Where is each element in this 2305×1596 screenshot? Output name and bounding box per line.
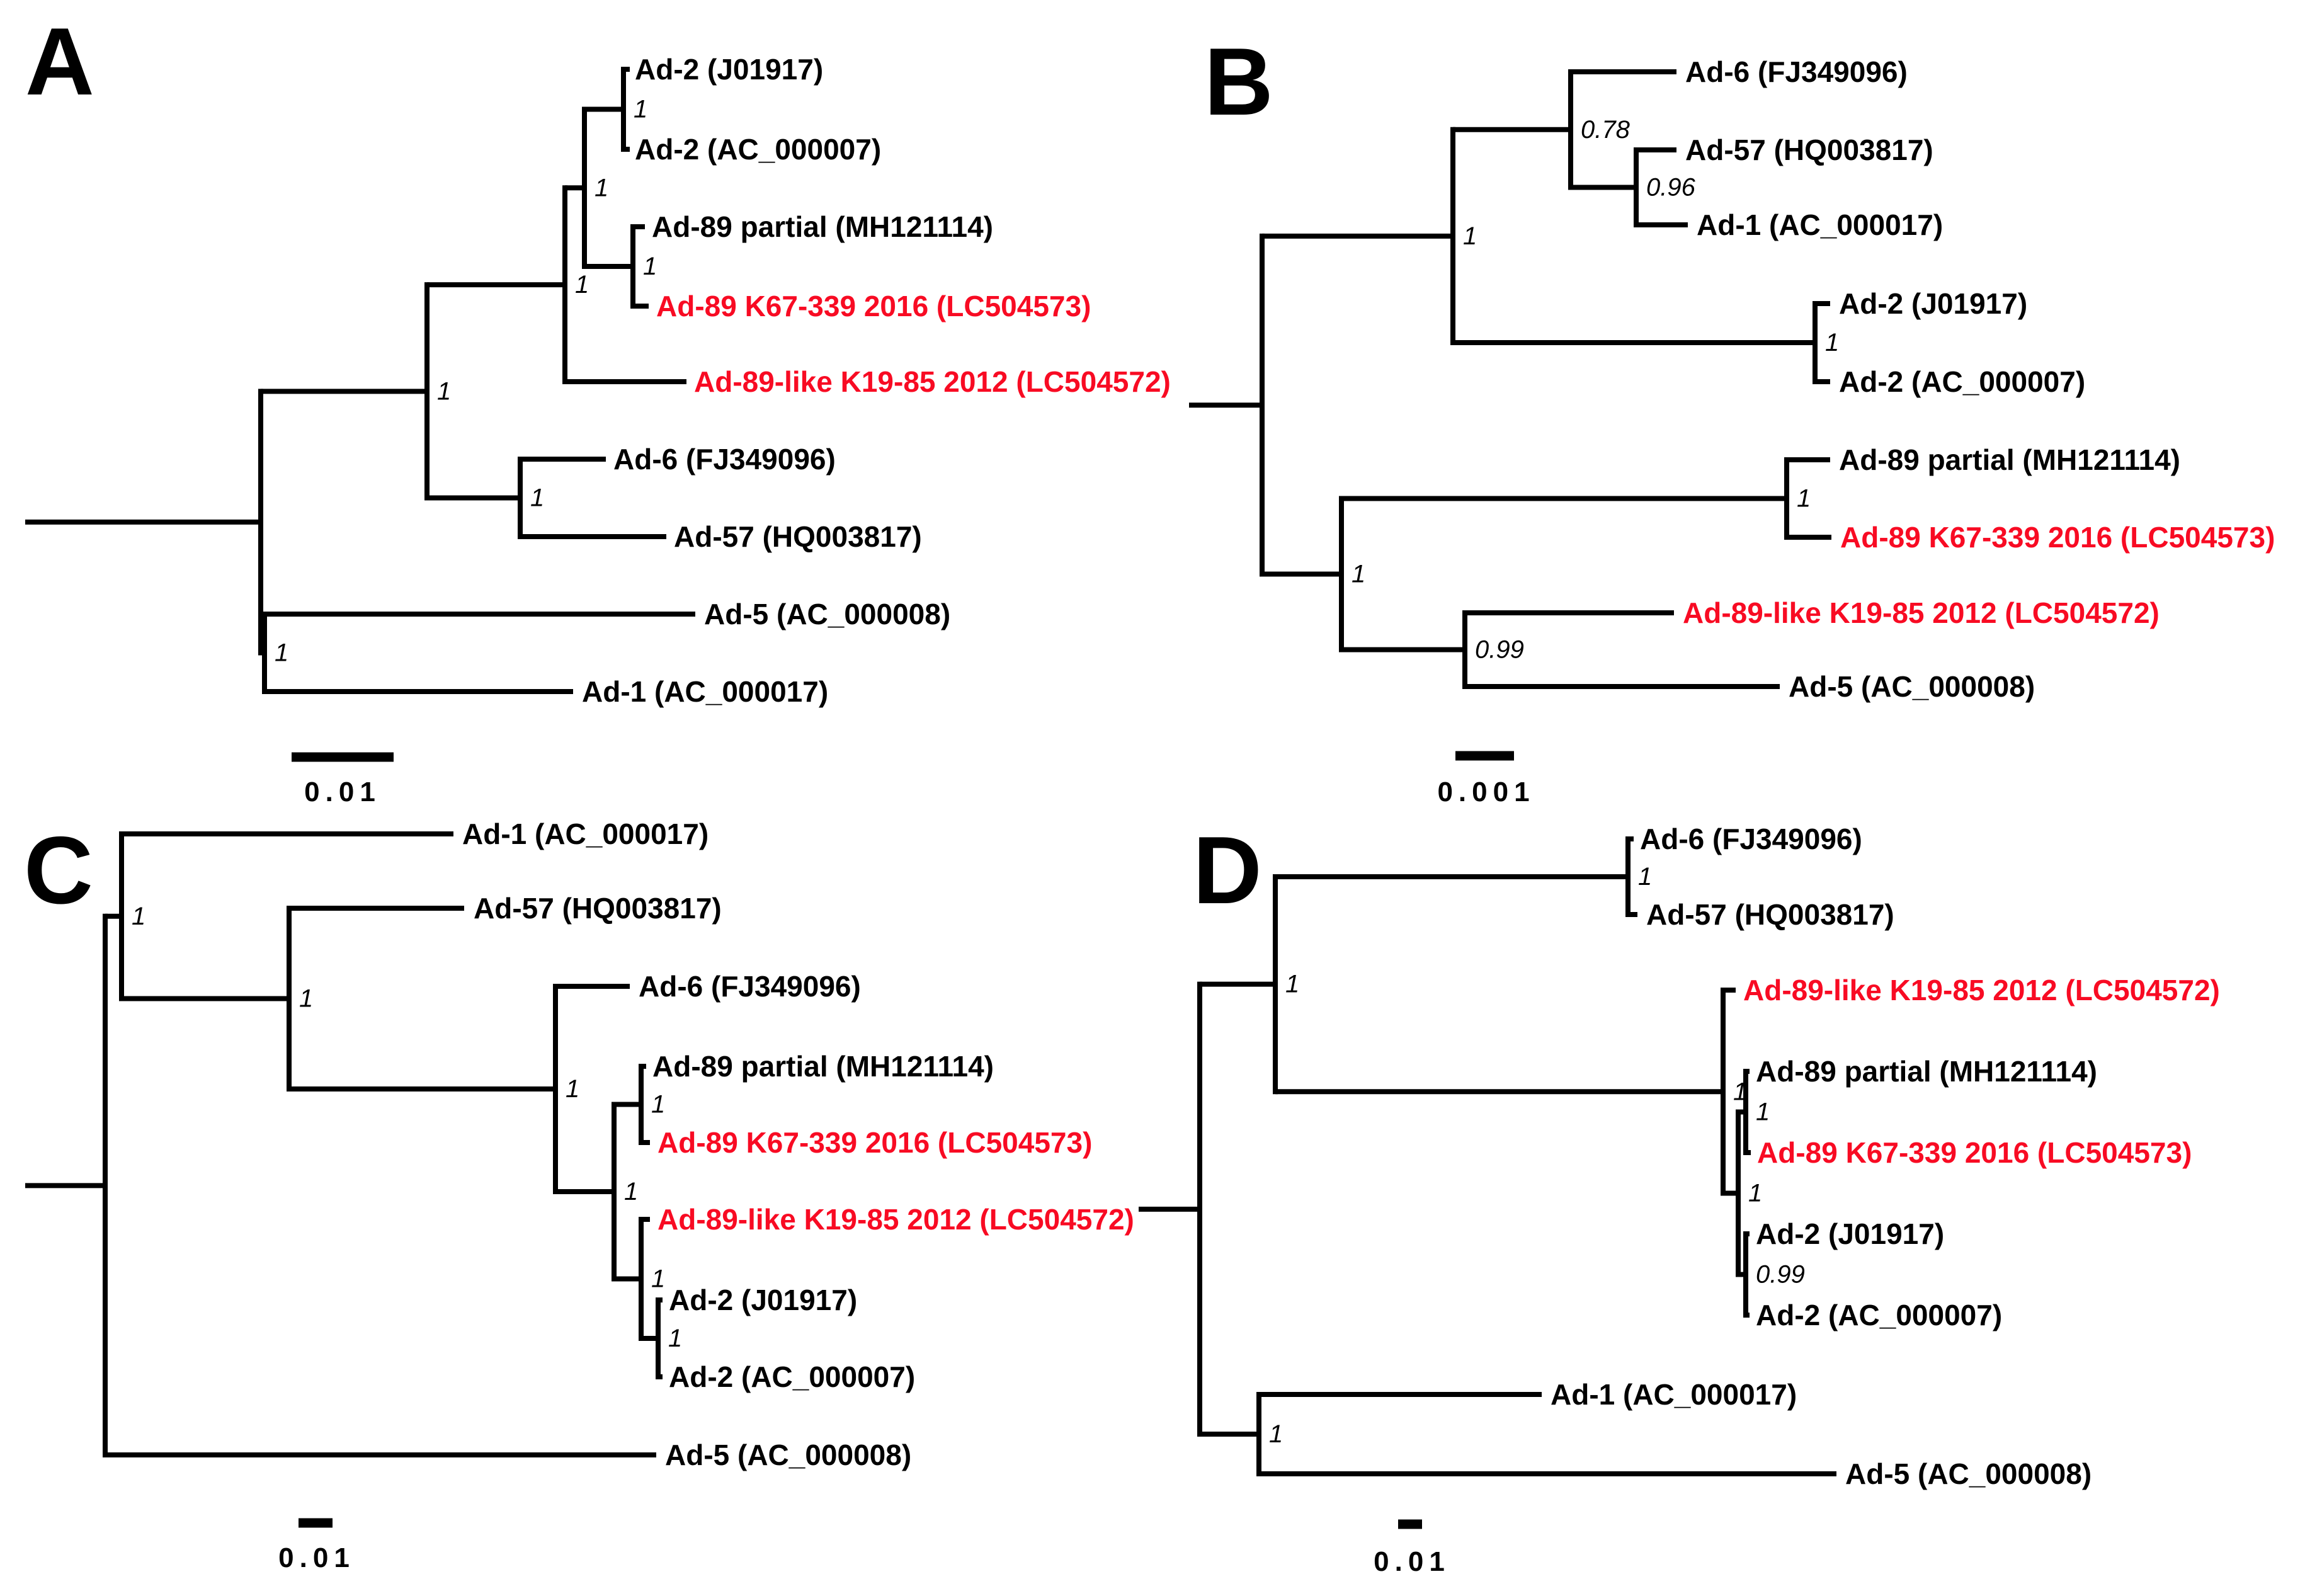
- support-value: 1: [1748, 1180, 1762, 1207]
- tip-label: Ad-89 partial (MH121114): [652, 1050, 994, 1083]
- support-value: 1: [643, 253, 657, 280]
- support-value: 1: [1825, 329, 1839, 356]
- support-value: 1: [1463, 222, 1477, 250]
- panel-A-tree: A 1 1 1 1 Ad-2 (J01917) Ad-2 (AC_000007) 1 Ad-89…: [25, 8, 1171, 807]
- support-value: 1: [634, 96, 647, 123]
- tip-label: Ad-6 (FJ349096): [1640, 823, 1862, 855]
- tip-label: Ad-57 (HQ003817): [1646, 898, 1894, 931]
- support-value: 1: [575, 271, 589, 299]
- support-value: 1: [1285, 971, 1299, 998]
- tip-label: Ad-2 (AC_000007): [1839, 365, 2085, 398]
- tip-label: Ad-89 partial (MH121114): [1839, 443, 2180, 476]
- panel-C-tree: C 1 Ad-1 (AC_000017) 1 Ad-57 (HQ003817) 1 Ad-6…: [24, 817, 1134, 1573]
- panel-letter-D: D: [1193, 817, 1262, 924]
- tip-label: Ad-6 (FJ349096): [1685, 55, 1908, 88]
- tip-label: Ad-1 (AC_000017): [1551, 1378, 1797, 1411]
- support-value: 1: [437, 377, 451, 405]
- tip-label: Ad-2 (AC_000007): [669, 1360, 915, 1393]
- tip-label: Ad-6 (FJ349096): [613, 443, 836, 476]
- support-value: 1: [651, 1091, 665, 1119]
- tip-label: Ad-2 (J01917): [1756, 1217, 1944, 1250]
- support-value: 1: [1352, 561, 1365, 588]
- tip-label: Ad-2 (AC_000007): [1756, 1299, 2002, 1331]
- tip-label: Ad-2 (J01917): [669, 1284, 857, 1316]
- tip-label: Ad-2 (AC_000007): [635, 133, 881, 166]
- tip-label: Ad-89 K67-339 2016 (LC504573): [657, 1126, 1092, 1159]
- tip-label: Ad-89-like K19-85 2012 (LC504572): [1743, 974, 2220, 1006]
- support-value: 1: [275, 639, 288, 667]
- support-value: 0.78: [1581, 116, 1631, 144]
- panel-letter-A: A: [25, 8, 94, 115]
- support-value: 0.96: [1646, 174, 1696, 202]
- support-value: 0.99: [1475, 636, 1524, 664]
- tip-label: Ad-57 (HQ003817): [674, 520, 922, 553]
- scale-bar-label: 0.01: [1374, 1546, 1450, 1577]
- tip-label: Ad-89-like K19-85 2012 (LC504572): [694, 365, 1171, 398]
- tip-label: Ad-5 (AC_000008): [1789, 670, 2035, 703]
- tip-label: Ad-2 (J01917): [635, 53, 823, 86]
- support-value: 1: [595, 174, 608, 202]
- tip-label: Ad-1 (AC_000017): [462, 818, 709, 850]
- tip-label: Ad-5 (AC_000008): [704, 598, 950, 630]
- support-value: 1: [566, 1075, 579, 1103]
- panel-letter-C: C: [24, 817, 93, 924]
- tip-label: Ad-89 partial (MH121114): [1756, 1055, 2097, 1088]
- tip-label: Ad-5 (AC_000008): [665, 1439, 911, 1471]
- tip-label: Ad-1 (AC_000017): [582, 675, 828, 708]
- support-value: 1: [624, 1178, 638, 1206]
- scale-bar-label: 0.001: [1437, 777, 1535, 807]
- support-value: 1: [1797, 485, 1811, 513]
- support-value: 1: [530, 484, 544, 512]
- tip-label: Ad-89-like K19-85 2012 (LC504572): [657, 1203, 1134, 1236]
- panel-B-tree: B 1 0.78 Ad-6 (FJ349096) 0.96 Ad-57 (HQ003817…: [1189, 28, 2275, 807]
- panel-letter-B: B: [1204, 28, 1273, 135]
- tip-label: Ad-6 (FJ349096): [639, 970, 861, 1003]
- scale-bar-label: 0.01: [304, 777, 381, 807]
- tip-label: Ad-5 (AC_000008): [1845, 1457, 2092, 1490]
- tip-label: Ad-89-like K19-85 2012 (LC504572): [1683, 596, 2160, 629]
- support-value: 1: [132, 903, 145, 930]
- tip-label: Ad-89 K67-339 2016 (LC504573): [1757, 1136, 2192, 1169]
- tip-label: Ad-57 (HQ003817): [1685, 134, 1933, 166]
- tip-label: Ad-1 (AC_000017): [1697, 208, 1943, 241]
- support-value: 1: [1756, 1098, 1770, 1126]
- support-value: 1: [651, 1265, 665, 1293]
- tip-label: Ad-57 (HQ003817): [474, 892, 722, 925]
- panel-D-tree: D 1 1 Ad-6 (FJ349096) Ad-57 (HQ003817) 1 Ad-89…: [1139, 817, 2220, 1577]
- support-value: 1: [1269, 1420, 1283, 1448]
- scale-bar-label: 0.01: [278, 1542, 355, 1573]
- tip-label: Ad-2 (J01917): [1839, 287, 2027, 320]
- support-value: 1: [299, 985, 313, 1013]
- tip-label: Ad-89 K67-339 2016 (LC504573): [1840, 521, 2275, 554]
- tip-label: Ad-89 partial (MH121114): [652, 210, 993, 243]
- support-value: 1: [668, 1325, 682, 1352]
- support-value: 0.99: [1756, 1261, 1805, 1289]
- support-value: 1: [1638, 863, 1652, 891]
- tip-label: Ad-89 K67-339 2016 (LC504573): [656, 290, 1091, 322]
